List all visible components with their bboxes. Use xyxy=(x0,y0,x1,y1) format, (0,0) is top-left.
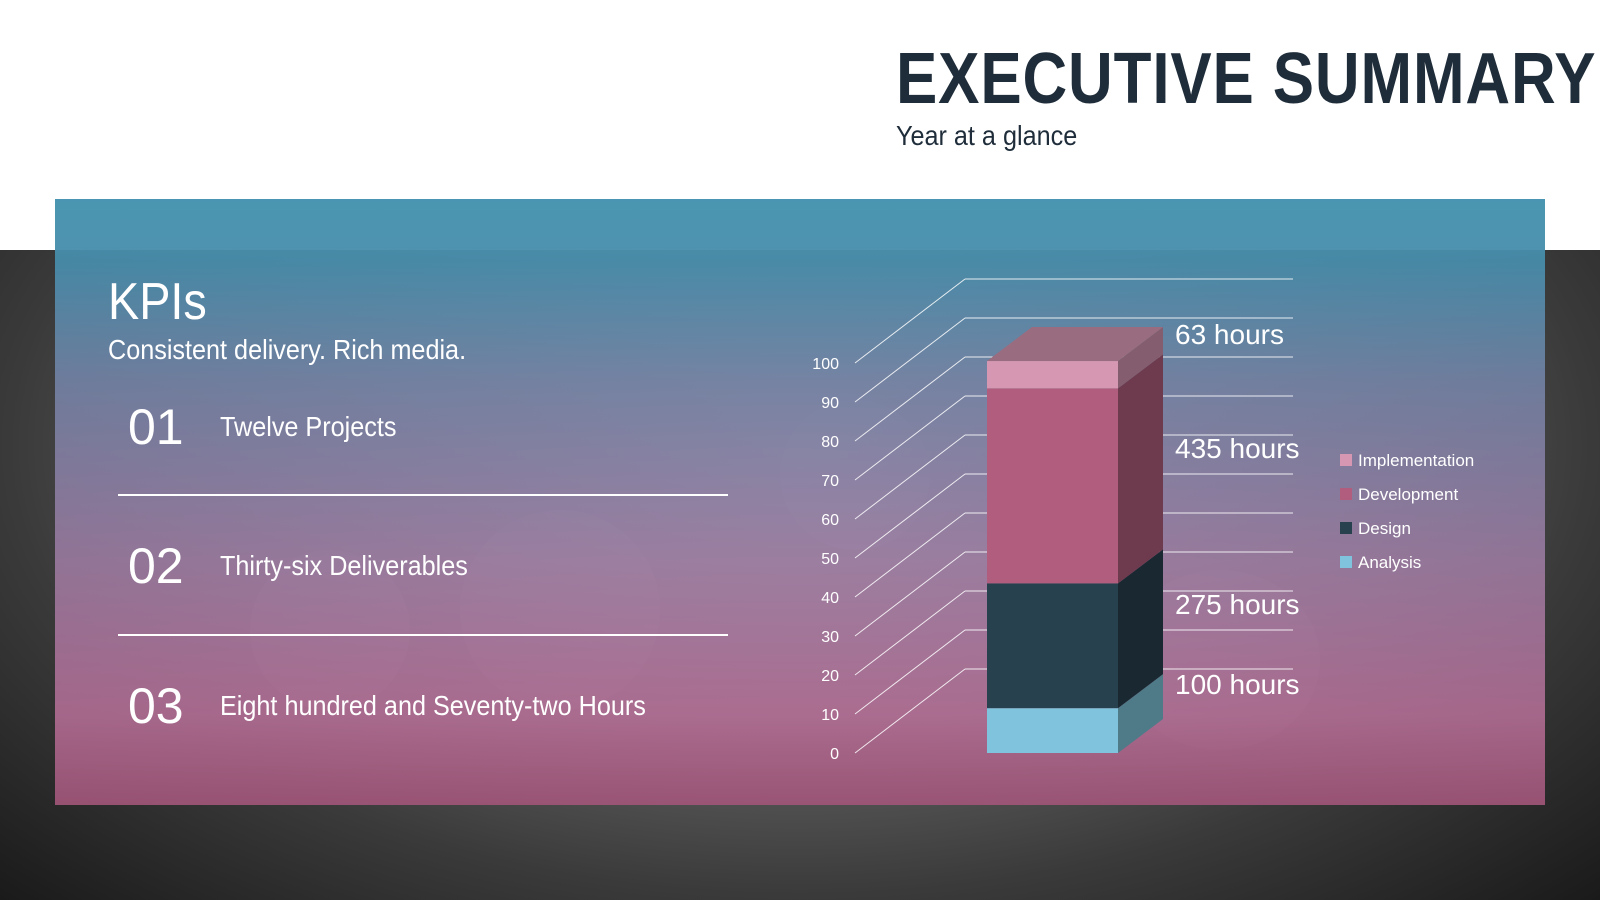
legend-swatch-analysis xyxy=(1340,556,1352,568)
legend-label-analysis: Analysis xyxy=(1358,553,1421,572)
y-tick-label: 70 xyxy=(821,473,839,490)
legend-label-implementation: Implementation xyxy=(1358,451,1474,470)
y-tick-label: 30 xyxy=(821,629,839,646)
bar-segment-development xyxy=(987,388,1118,584)
kpi-label: Twelve Projects xyxy=(220,411,397,442)
kpi-number: 03 xyxy=(128,678,184,734)
kpi-label: Eight hundred and Seventy-two Hours xyxy=(220,690,646,721)
gridline xyxy=(854,317,966,403)
bar-side-design xyxy=(1118,549,1163,709)
gridline xyxy=(854,512,966,598)
gridline xyxy=(854,629,966,715)
y-tick-label: 0 xyxy=(830,746,839,763)
page-subtitle: Year at a glance xyxy=(896,120,1078,151)
legend-swatch-design xyxy=(1340,522,1352,534)
gridline xyxy=(854,278,966,364)
gridline xyxy=(854,395,966,481)
y-tick-label: 50 xyxy=(821,551,839,568)
kpi-number: 01 xyxy=(128,399,184,455)
gridline xyxy=(854,551,966,637)
bar-side-development xyxy=(1118,354,1163,584)
kpi-item-2: 02 Thirty-six Deliverables xyxy=(118,536,728,596)
kpi-label: Thirty-six Deliverables xyxy=(220,550,468,581)
kpi-item-3: 03 Eight hundred and Seventy-two Hours xyxy=(118,676,728,736)
kpi-divider xyxy=(118,494,728,496)
kpi-number: 02 xyxy=(128,538,184,594)
gridline xyxy=(854,356,966,442)
y-tick-label: 60 xyxy=(821,512,839,529)
legend-label-design: Design xyxy=(1358,519,1411,538)
kpi-item-1: 01 Twelve Projects xyxy=(118,397,728,457)
gridline xyxy=(854,668,966,754)
y-tick-label: 40 xyxy=(821,590,839,607)
kpi-heading: KPIs xyxy=(108,273,207,331)
data-label-development: 435 hours xyxy=(1175,433,1300,464)
y-tick-label: 80 xyxy=(821,434,839,451)
bar-side-analysis xyxy=(1118,674,1163,753)
gridline xyxy=(854,473,966,559)
gridline xyxy=(854,434,966,520)
bar-side-implementation xyxy=(1118,327,1163,389)
data-label-implementation: 63 hours xyxy=(1175,319,1284,350)
page-title: EXECUTIVE SUMMARY xyxy=(896,39,1597,119)
gridline xyxy=(854,590,966,676)
bar-top-face xyxy=(987,327,1163,362)
y-tick-label: 10 xyxy=(821,707,839,724)
bar-segment-analysis xyxy=(987,708,1118,753)
kpi-subheading: Consistent delivery. Rich media. xyxy=(108,334,467,365)
data-label-design: 275 hours xyxy=(1175,589,1300,620)
legend-swatch-implementation xyxy=(1340,454,1352,466)
kpi-panel xyxy=(55,199,1545,805)
y-tick-label: 90 xyxy=(821,395,839,412)
bar-segment-implementation xyxy=(987,361,1118,389)
bar-segment-design xyxy=(987,583,1118,709)
legend-label-development: Development xyxy=(1358,485,1458,504)
legend-swatch-development xyxy=(1340,488,1352,500)
data-label-analysis: 100 hours xyxy=(1175,669,1300,700)
y-tick-label: 20 xyxy=(821,668,839,685)
kpi-divider xyxy=(118,634,728,636)
y-tick-label: 100 xyxy=(812,356,839,373)
